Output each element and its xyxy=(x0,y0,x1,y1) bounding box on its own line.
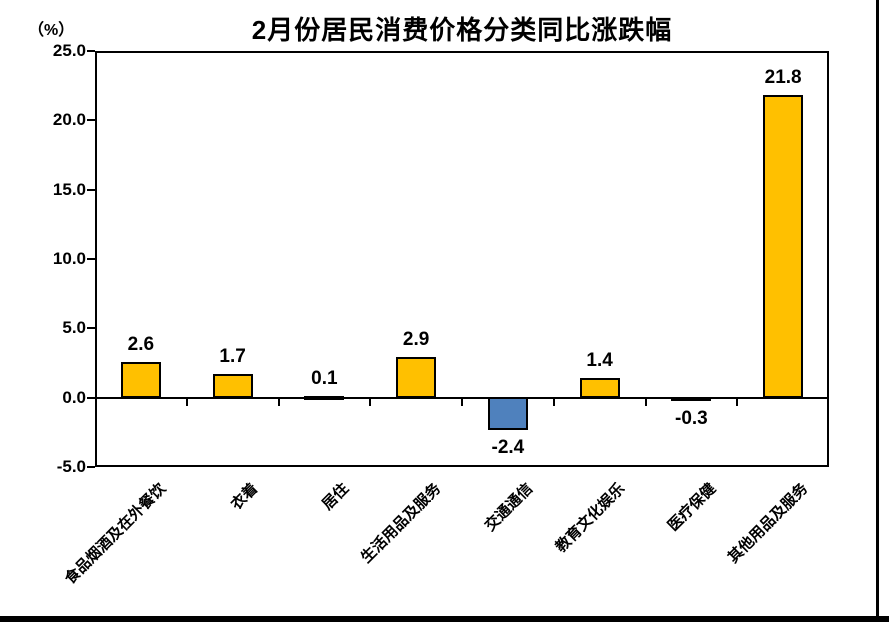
y-axis-tick-mark xyxy=(87,327,95,330)
page-frame-right-border xyxy=(876,0,879,621)
bar-value-label: 21.8 xyxy=(764,67,802,89)
y-axis-tick-mark xyxy=(87,119,95,122)
bar-value-label: -2.4 xyxy=(491,436,525,458)
bar xyxy=(487,396,528,430)
y-axis-tick-label: 5.0 xyxy=(62,318,86,338)
bar xyxy=(212,374,253,398)
bar-value-label: -0.3 xyxy=(675,407,708,429)
x-axis-tick-mark xyxy=(277,397,280,406)
y-axis-unit-label: （%） xyxy=(28,22,75,39)
bar-value-label: 1.7 xyxy=(219,346,246,368)
bar xyxy=(304,396,345,401)
bar-value-label: 1.4 xyxy=(586,350,613,372)
page-frame-bottom-border xyxy=(0,616,889,622)
bar xyxy=(671,396,712,401)
bar xyxy=(579,378,620,398)
y-axis-tick-mark xyxy=(87,466,95,468)
bar-value-label: 0.1 xyxy=(311,368,338,390)
x-axis-tick-mark xyxy=(644,397,647,406)
bar-value-label: 2.9 xyxy=(402,329,430,351)
bar xyxy=(120,361,161,398)
x-axis-tick-mark xyxy=(369,397,372,406)
y-axis-tick-mark xyxy=(87,188,95,191)
bar-value-label: 2.6 xyxy=(127,333,155,355)
x-axis-tick-mark xyxy=(461,397,463,406)
x-axis-tick-mark xyxy=(736,397,739,406)
y-axis-tick-label: 10.0 xyxy=(52,249,86,268)
x-axis-tick-mark xyxy=(552,397,555,406)
y-axis-tick-mark xyxy=(87,396,95,399)
y-axis-tick-label: 0.0 xyxy=(62,387,86,407)
y-axis-tick-label: 20.0 xyxy=(52,110,86,130)
y-axis-tick-label: 25.0 xyxy=(52,41,86,60)
y-axis-tick-mark xyxy=(87,258,95,260)
y-axis-tick-label: -5.0 xyxy=(56,457,86,476)
bar xyxy=(763,95,804,398)
chart-title: 2月份居民消费价格分类同比涨跌幅 xyxy=(251,15,673,45)
y-axis-tick-mark xyxy=(87,50,95,52)
x-axis-tick-mark xyxy=(185,397,188,406)
bar xyxy=(396,357,437,398)
y-axis-tick-label: 15.0 xyxy=(52,179,86,199)
